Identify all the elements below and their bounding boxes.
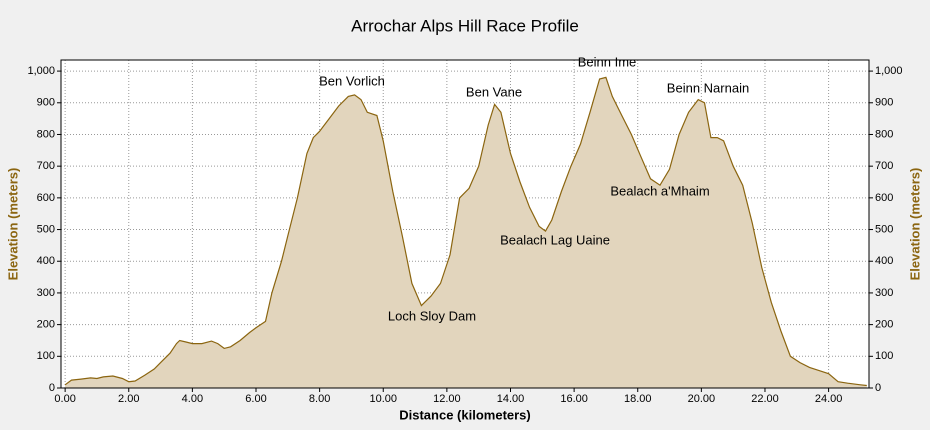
- annotation: Ben Vorlich: [319, 73, 385, 88]
- x-tick-label: 8.00: [309, 393, 330, 405]
- y-tick-label: 300: [37, 287, 55, 299]
- y-tick-label: 400: [37, 255, 55, 267]
- y2-tick-label: 1,000: [875, 65, 903, 77]
- y2-tick-label: 100: [875, 350, 893, 362]
- y-tick-label: 100: [37, 350, 55, 362]
- y2-tick-label: 800: [875, 128, 893, 140]
- x-tick-label: 20.00: [688, 393, 716, 405]
- y2-tick-label: 600: [875, 192, 893, 204]
- y-tick-label: 1,000: [27, 65, 55, 77]
- y-axis-label: Elevation (meters): [5, 168, 20, 281]
- x-tick-label: 24.00: [815, 393, 843, 405]
- x-tick-label: 18.00: [624, 393, 652, 405]
- x-axis-label: Distance (kilometers): [399, 407, 531, 422]
- y2-tick-label: 700: [875, 160, 893, 172]
- y-tick-label: 200: [37, 319, 55, 331]
- x-tick-label: 16.00: [560, 393, 588, 405]
- y-tick-label: 800: [37, 128, 55, 140]
- chart-title: Arrochar Alps Hill Race Profile: [351, 16, 579, 35]
- annotation: Loch Sloy Dam: [388, 308, 476, 323]
- y-tick-label: 500: [37, 223, 55, 235]
- area: [65, 77, 867, 389]
- y2-tick-label: 500: [875, 223, 893, 235]
- x-tick-label: 10.00: [369, 393, 397, 405]
- plot-border: [60, 59, 870, 389]
- x-tick-label: 0.00: [54, 393, 75, 405]
- y2-tick-label: 0: [875, 382, 881, 394]
- x-tick-label: 6.00: [245, 393, 266, 405]
- y2-tick-label: 300: [875, 287, 893, 299]
- annotation: Beinn Ime: [578, 54, 637, 69]
- y-tick-label: 900: [37, 97, 55, 109]
- x-tick-label: 4.00: [182, 393, 203, 405]
- y-tick-label: 600: [37, 192, 55, 204]
- y-tick-label: 0: [49, 382, 55, 394]
- y2-tick-label: 900: [875, 97, 893, 109]
- profile-line: [64, 76, 867, 387]
- annotation: Bealach Lag Uaine: [500, 232, 610, 247]
- x-tick-label: 12.00: [433, 393, 461, 405]
- x-tick-label: 2.00: [118, 393, 139, 405]
- x-tick-label: 14.00: [497, 393, 525, 405]
- annotation: Ben Vane: [466, 84, 522, 99]
- y2-axis-label: Elevation (meters): [907, 168, 922, 281]
- x-tick-label: 22.00: [751, 393, 779, 405]
- y2-tick-label: 400: [875, 255, 893, 267]
- y-tick-label: 700: [37, 160, 55, 172]
- annotation: Beinn Narnain: [667, 80, 749, 95]
- annotation: Bealach a'Mhaim: [610, 183, 709, 198]
- y2-tick-label: 200: [875, 319, 893, 331]
